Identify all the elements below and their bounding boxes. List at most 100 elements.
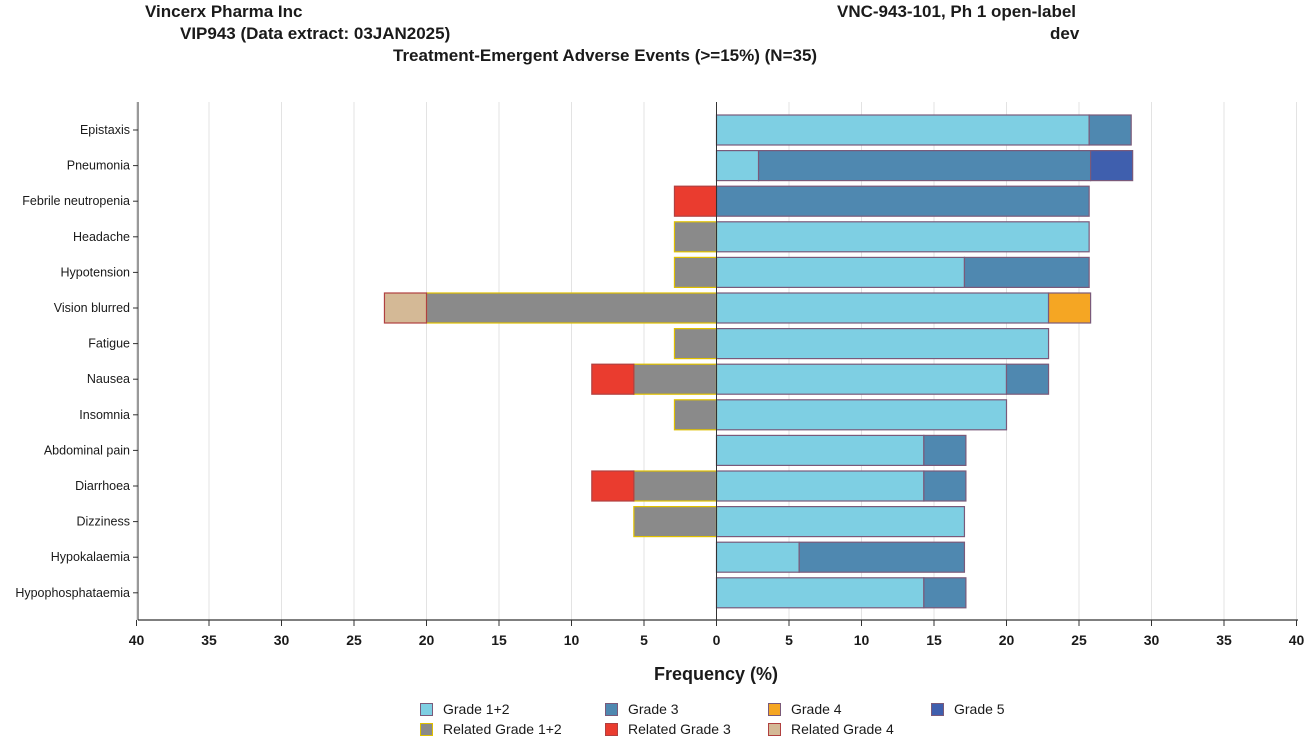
x-tick-label: 0 (713, 632, 721, 648)
bar-fatigue-grade-1-2 (715, 328, 1050, 360)
bar-hypotension-related-grade-1-2 (673, 256, 718, 288)
legend-item-related-grade-1-2: Related Grade 1+2 (420, 720, 605, 738)
category-label-hypokalaemia: Hypokalaemia (51, 550, 130, 564)
ae-butterfly-chart: Epistaxis Pneumonia Febrile neutropenia Hea… (15, 102, 1305, 684)
x-tick-label: 25 (346, 632, 362, 648)
x-tick-label: 15 (491, 632, 507, 648)
legend-item-grade-4: Grade 4 (768, 700, 931, 718)
category-labels: Epistaxis Pneumonia Febrile neutropenia Hea… (15, 123, 130, 600)
bar-insomnia-related-grade-1-2 (673, 399, 718, 431)
bar-headache-grade-1-2 (715, 221, 1090, 253)
bar-epistaxis-grade-3 (1088, 114, 1132, 146)
category-label-nausea: Nausea (87, 372, 130, 386)
x-tick-label: 30 (274, 632, 290, 648)
bar-vision-blurred-related-grade-1-2 (425, 292, 718, 324)
bar-diarrhoea-related-grade-3 (591, 470, 635, 502)
bar-dizziness-grade-1-2 (715, 506, 966, 538)
x-tick-label: 10 (564, 632, 580, 648)
category-label-dizziness: Dizziness (77, 515, 131, 529)
x-tick-label: 40 (129, 632, 145, 648)
legend-item-related-grade-4: Related Grade 4 (768, 720, 931, 738)
x-axis-title: Frequency (%) (654, 664, 778, 684)
x-tick-label: 35 (201, 632, 217, 648)
bar-pneumonia-grade-3 (757, 150, 1092, 182)
bar-insomnia-grade-1-2 (715, 399, 1008, 431)
legend-item-grade-1-2: Grade 1+2 (420, 700, 605, 718)
legend: Grade 1+2 Grade 3 Grade 4 Grade 5 Related Gr… (420, 700, 1140, 738)
legend-label: Grade 1+2 (443, 701, 510, 717)
x-tick-label: 15 (926, 632, 942, 648)
bar-febrile-neutropenia-related-grade-3 (673, 185, 718, 217)
legend-label: Related Grade 3 (628, 721, 731, 737)
legend-swatch (931, 702, 944, 716)
bar-abdominal-pain-grade-1-2 (715, 434, 925, 466)
legend-label: Grade 4 (791, 701, 842, 717)
x-tick-label: 25 (1071, 632, 1087, 648)
legend-item-grade-3: Grade 3 (605, 700, 768, 718)
category-label-fatigue: Fatigue (88, 337, 130, 351)
legend-label: Related Grade 4 (791, 721, 894, 737)
bar-fatigue-related-grade-1-2 (673, 328, 718, 360)
category-label-diarrhoea: Diarrhoea (75, 479, 130, 493)
header-company: Vincerx Pharma Inc (145, 2, 303, 21)
legend-item-related-grade-3: Related Grade 3 (605, 720, 768, 738)
legend-label: Related Grade 1+2 (443, 721, 562, 737)
x-tick-label: 5 (785, 632, 793, 648)
category-label-headache: Headache (73, 230, 130, 244)
category-label-epistaxis: Epistaxis (80, 123, 130, 137)
header-extract: VIP943 (Data extract: 03JAN2025) (180, 24, 451, 43)
category-label-pneumonia: Pneumonia (67, 159, 130, 173)
bar-abdominal-pain-grade-3 (923, 434, 967, 466)
legend-item-grade-5: Grade 5 (931, 700, 1091, 718)
x-tick-label: 35 (1216, 632, 1232, 648)
axes-group (133, 102, 1298, 626)
bar-hypokalaemia-grade-1-2 (715, 541, 800, 573)
legend-label: Grade 5 (954, 701, 1005, 717)
bars-group (383, 114, 1134, 609)
bar-pneumonia-grade-5 (1089, 150, 1134, 182)
category-label-abdominal-pain: Abdominal pain (44, 443, 130, 457)
bar-nausea-related-grade-3 (591, 363, 635, 395)
x-tick-label: 20 (999, 632, 1015, 648)
bar-epistaxis-grade-1-2 (715, 114, 1090, 146)
category-label-hypotension: Hypotension (61, 265, 131, 279)
legend-label: Grade 3 (628, 701, 679, 717)
bar-hypokalaemia-grade-3 (798, 541, 966, 573)
bar-vision-blurred-related-grade-4 (383, 292, 428, 324)
category-label-febrile-neutropenia: Febrile neutropenia (22, 194, 130, 208)
x-tick-label: 10 (854, 632, 870, 648)
bar-vision-blurred-grade-4 (1047, 292, 1092, 324)
bar-hypophosphataemia-grade-1-2 (715, 577, 925, 609)
bar-diarrhoea-grade-3 (923, 470, 967, 502)
x-tick-label: 5 (640, 632, 648, 648)
bar-headache-related-grade-1-2 (673, 221, 718, 253)
bar-nausea-related-grade-1-2 (633, 363, 718, 395)
category-label-hypophosphataemia: Hypophosphataemia (15, 586, 130, 600)
bar-nausea-grade-3 (1005, 363, 1050, 395)
legend-swatch (768, 702, 781, 716)
bar-diarrhoea-grade-1-2 (715, 470, 925, 502)
x-tick-labels: 40 35 30 25 20 15 10 5 0 5 10 15 20 25 30 35 40 (129, 632, 1305, 648)
bar-dizziness-related-grade-1-2 (633, 506, 718, 538)
x-tick-label: 20 (419, 632, 435, 648)
x-tick-label: 30 (1144, 632, 1160, 648)
legend-swatch (420, 702, 433, 716)
header-study: VNC-943-101, Ph 1 open-label (837, 2, 1077, 21)
x-tick-label: 40 (1289, 632, 1305, 648)
bar-vision-blurred-grade-1-2 (715, 292, 1050, 324)
bar-nausea-grade-1-2 (715, 363, 1008, 395)
bar-pneumonia-grade-1-2 (715, 150, 760, 182)
legend-swatch (420, 722, 433, 736)
legend-swatch (605, 722, 618, 736)
bar-hypophosphataemia-grade-3 (923, 577, 967, 609)
category-label-insomnia: Insomnia (79, 408, 130, 422)
bar-diarrhoea-related-grade-1-2 (633, 470, 718, 502)
category-label-vision-blurred: Vision blurred (54, 301, 130, 315)
chart-title: Treatment-Emergent Adverse Events (>=15%… (393, 46, 818, 65)
bar-hypotension-grade-1-2 (715, 256, 966, 288)
legend-swatch (605, 702, 618, 716)
bar-hypotension-grade-3 (963, 256, 1090, 288)
header-status: dev (1050, 24, 1080, 43)
legend-swatch (768, 722, 781, 736)
bar-febrile-neutropenia-grade-3 (715, 185, 1090, 217)
